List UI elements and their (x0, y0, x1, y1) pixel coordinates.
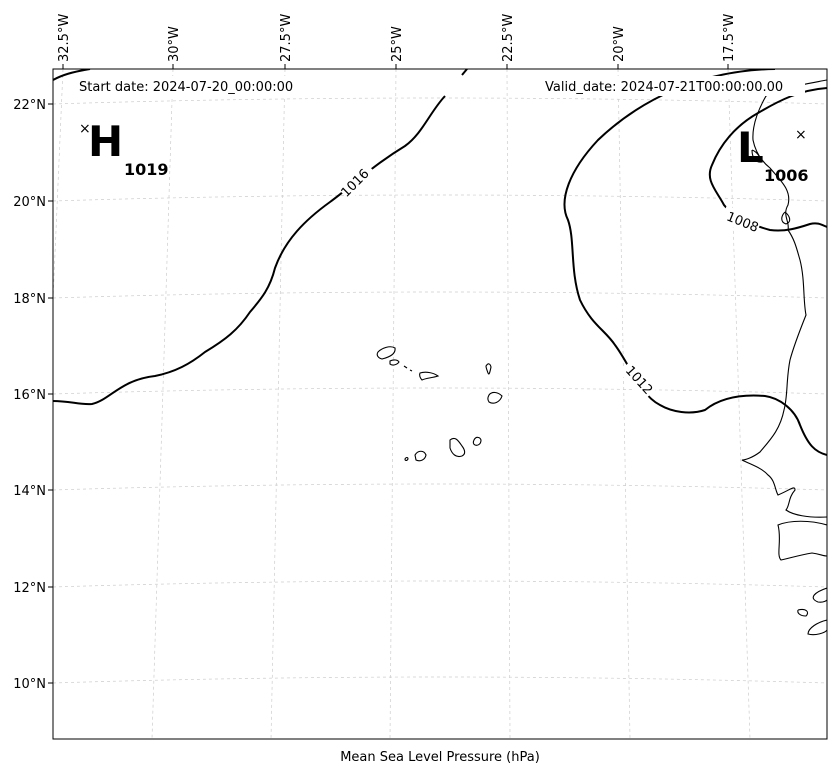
graticule-meridians (53, 69, 751, 739)
isobar-1016 (53, 95, 446, 406)
high-symbol: H (88, 117, 123, 166)
lat-label: 12°N (13, 581, 46, 596)
longitude-ticks (62, 64, 729, 69)
lat-label: 10°N (13, 677, 46, 692)
map-frame-bg (53, 69, 827, 739)
lat-label: 16°N (13, 388, 46, 403)
high-value: 1019 (124, 160, 169, 179)
low-center-marker: × (795, 127, 807, 143)
latitude-ticks (48, 103, 53, 684)
high-pressure-center: × H 1019 (79, 117, 169, 179)
low-symbol: L (737, 123, 764, 172)
map-frame (52, 68, 828, 740)
lon-label: 20°W (612, 26, 627, 62)
lat-label: 18°N (13, 292, 46, 307)
coast-detail-a (751, 149, 763, 163)
lat-label: 20°N (13, 195, 46, 210)
lon-label: 17.5°W (722, 14, 737, 62)
lat-label: 14°N (13, 484, 46, 499)
africa-coastline (741, 79, 827, 636)
valid-date-bg (541, 76, 805, 96)
low-value: 1006 (764, 166, 809, 185)
longitude-labels: 32.5°W 30°W 27.5°W 25°W 22.5°W 20°W 17.5… (57, 14, 737, 62)
lon-label: 27.5°W (279, 14, 294, 62)
lon-label: 32.5°W (57, 14, 72, 62)
graticule-parallels (53, 97, 827, 684)
lon-label: 30°W (167, 26, 182, 62)
isobar-1012 (563, 69, 827, 456)
lon-label: 22.5°W (501, 14, 516, 62)
start-date-label: Start date: 2024-07-20_00:00:00 (79, 80, 293, 95)
start-date-bg (76, 76, 314, 96)
valid-date-label: Valid_date: 2024-07-21T00:00:00.00 (545, 80, 783, 95)
isobar-1016-top-mid (461, 69, 468, 76)
cape-verde-islands (376, 346, 503, 462)
coast-detail-b (781, 211, 791, 225)
low-pressure-center: × L 1006 (737, 123, 809, 185)
lat-label: 22°N (13, 98, 46, 113)
latitude-labels: 22°N 20°N 18°N 16°N 14°N 12°N 10°N (13, 98, 46, 692)
high-center-marker: × (79, 121, 91, 137)
coast-detail-c (797, 608, 809, 617)
isobar-1016-top-left (53, 69, 91, 81)
lon-label: 25°W (390, 26, 405, 62)
map-caption: Mean Sea Level Pressure (hPa) (340, 750, 540, 765)
